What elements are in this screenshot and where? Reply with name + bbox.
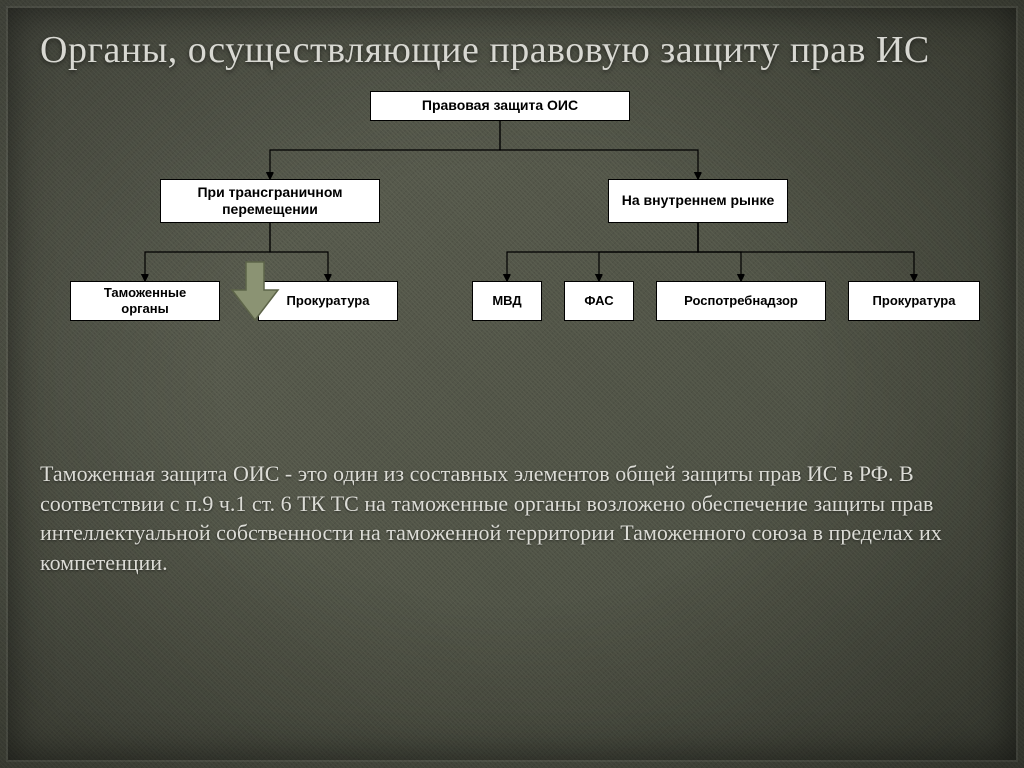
slide-title: Органы, осуществляющие правовую защиту п… — [40, 28, 984, 73]
tree-node-r2: ФАС — [564, 281, 634, 321]
tree-node-r1: МВД — [472, 281, 542, 321]
tree-node-r4: Прокуратура — [848, 281, 980, 321]
slide-body-text: Таможенная защита ОИС - это один из сост… — [40, 459, 950, 578]
org-tree-diagram: Правовая защита ОИС При трансграничном пе… — [40, 91, 984, 381]
tree-node-right: На внутреннем рынке — [608, 179, 788, 223]
tree-node-root: Правовая защита ОИС — [370, 91, 630, 121]
tree-node-r3: Роспотребнадзор — [656, 281, 826, 321]
tree-connectors — [40, 91, 984, 381]
tree-node-l1: Таможенные органы — [70, 281, 220, 321]
tree-node-left: При трансграничном перемещении — [160, 179, 380, 223]
slide-content: Органы, осуществляющие правовую защиту п… — [0, 0, 1024, 768]
down-arrow-icon — [230, 260, 280, 322]
